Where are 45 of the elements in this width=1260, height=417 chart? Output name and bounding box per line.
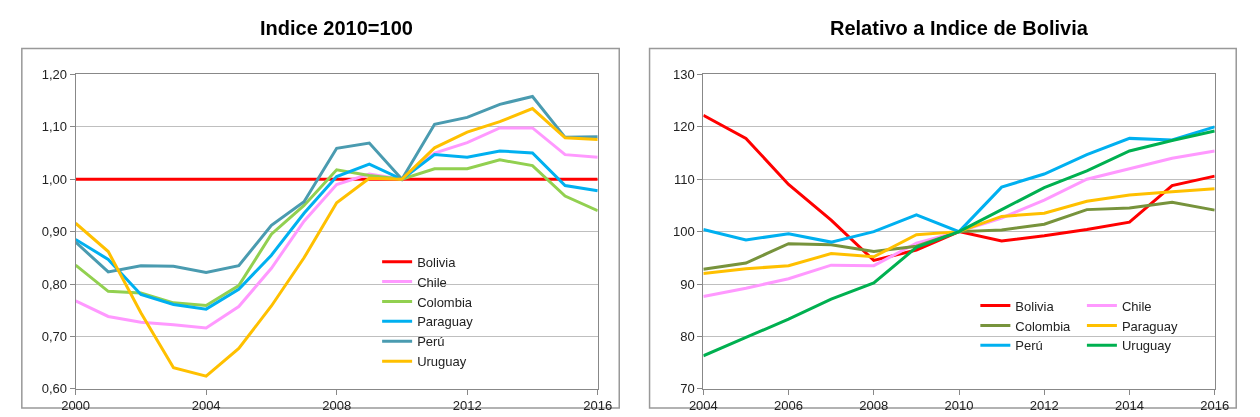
x-tick-label: 2004 [688,398,718,414]
y-tick-label: 1,20 [41,67,67,83]
y-tick-label: 0,60 [41,381,67,397]
legend-label: Bolivia [1015,298,1055,314]
chart-title: Indice 2010=100 [260,17,413,39]
x-tick-label: 2012 [1029,398,1059,414]
y-tick-label: 1,10 [41,119,67,135]
y-tick-label: 130 [673,67,695,83]
y-tick-label: 70 [680,381,695,397]
legend-label: Colombia [417,294,473,310]
line-series [703,187,1215,276]
x-tick-label: 2010 [944,398,974,414]
legend-label: Chile [417,274,447,290]
line-series [75,107,598,378]
x-tick-label: 2008 [859,398,889,414]
legend-label: Paraguay [417,314,474,330]
y-tick-label: 110 [674,171,695,187]
legend-label: Uruguay [1121,338,1172,354]
x-tick-label: 2012 [452,398,482,414]
legend-label: Chile [1121,298,1152,314]
line-series [703,129,1215,358]
y-tick-label: 1,00 [41,171,67,187]
y-tick-label: 0,80 [41,276,67,292]
y-tick-label: 100 [673,224,695,240]
legend-label: Bolivia [417,254,457,270]
x-tick-label: 2004 [191,398,221,414]
x-tick-label: 2016 [1200,398,1230,414]
line-series [75,94,598,274]
legend-label: Colombia [1015,318,1072,334]
chart-title: Relativo a Indice de Bolivia [830,17,1089,39]
legend-label: Paraguay [1121,318,1179,334]
x-tick-label: 2006 [774,398,804,414]
x-tick-label: 2000 [61,398,91,414]
legend-label: Uruguay [417,354,467,370]
y-tick-label: 90 [680,276,695,292]
y-tick-label: 80 [680,328,695,344]
line-series [703,125,1215,244]
x-tick-label: 2014 [1115,398,1144,414]
x-tick-label: 2008 [322,398,352,414]
y-tick-label: 0,70 [41,328,67,344]
legend-label: Perú [1015,338,1043,354]
x-tick-label: 2016 [583,398,613,414]
y-tick-label: 120 [673,119,695,135]
y-tick-label: 0,90 [41,224,67,240]
legend-label: Perú [417,334,445,350]
